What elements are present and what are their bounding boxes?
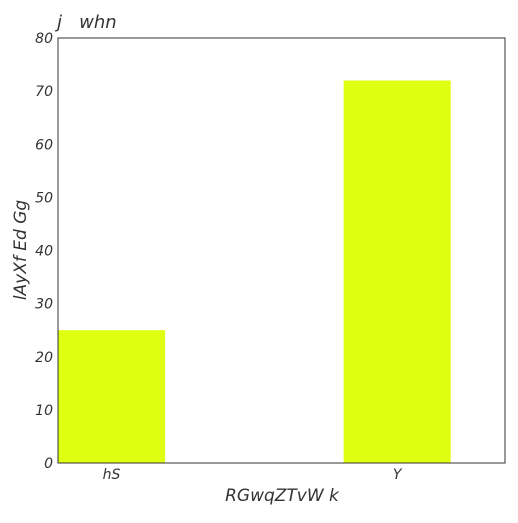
y-tick-label: 20 (35, 350, 53, 366)
y-tick-label: 10 (35, 403, 53, 419)
y-tick-label: 50 (35, 190, 53, 206)
x-axis-label: RGwqZTvW k (225, 486, 340, 506)
plot-frame (57, 37, 506, 464)
chart-title: j whn (54, 12, 117, 33)
x-tick-label: Y (393, 467, 403, 483)
y-tick-label: 30 (35, 297, 53, 313)
bars-group (58, 80, 451, 463)
x-axis-ticks: hS Y (103, 467, 403, 483)
y-axis-label: lAyXf Ed Gg (11, 200, 31, 301)
y-tick-label: 0 (44, 456, 53, 472)
y-tick-label: 70 (35, 84, 53, 100)
y-tick-label: 80 (35, 31, 53, 47)
y-axis-ticks: 0 10 20 30 40 50 60 70 80 (35, 31, 53, 472)
y-tick-label: 40 (35, 244, 53, 260)
bar-Y (343, 80, 451, 463)
bar-hS (58, 330, 166, 463)
y-tick-label: 60 (35, 137, 53, 153)
x-tick-label: hS (103, 467, 121, 483)
